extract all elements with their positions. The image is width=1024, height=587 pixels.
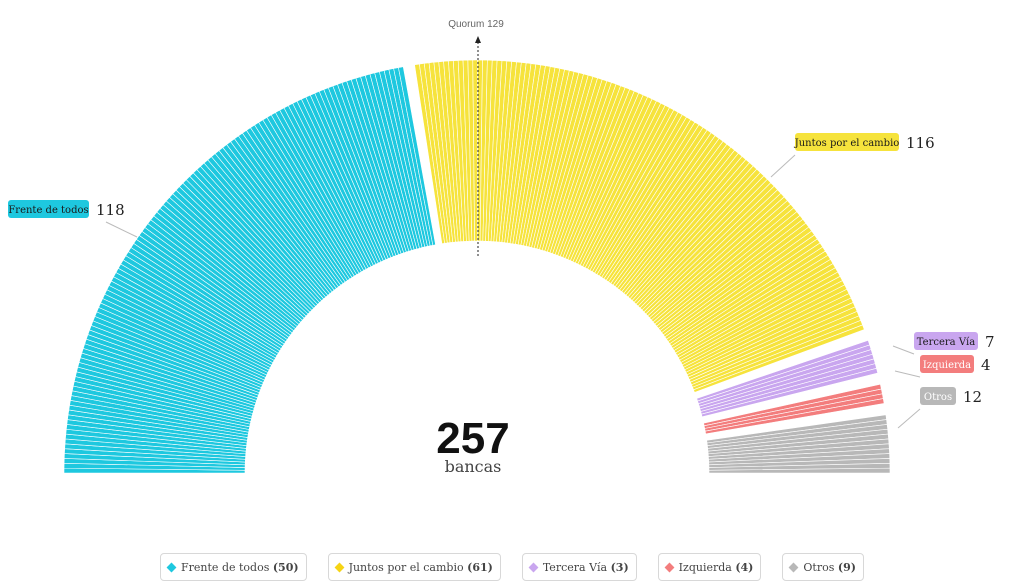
quorum-label: Quorum 129 (448, 19, 504, 30)
seat-frente-de-todos (398, 66, 436, 246)
legend-diamond-icon (334, 562, 345, 572)
legend-count: (3) (610, 560, 629, 574)
label-pill-juntos-por-el-cambio (795, 133, 899, 151)
legend-count: (9) (837, 560, 856, 574)
quorum-marker: Quorum 129 (448, 19, 504, 258)
legend-label: Frente de todos (50) (181, 560, 299, 574)
legend-diamond-icon (166, 562, 177, 572)
label-pill-frente-de-todos (8, 200, 89, 218)
label-pill-tercera-v-a (914, 332, 978, 350)
label-count-otros: 12 (963, 388, 982, 406)
label-name-juntos-por-el-cambio: Juntos por el cambio (794, 138, 900, 149)
label-count-izquierda: 4 (981, 356, 991, 374)
legend-diamond-icon (528, 562, 539, 572)
legend-count: (61) (467, 560, 493, 574)
label-pill-izquierda (920, 355, 974, 373)
legend-item-izquierda[interactable]: Izquierda (4) (657, 553, 762, 581)
label-count-frente-de-todos: 118 (96, 201, 125, 219)
legend-count: (4) (735, 560, 754, 574)
label-name-frente-de-todos: Frente de todos (8, 205, 88, 216)
quorum-arrow-icon (475, 36, 481, 43)
seat-juntos-por-el-cambio (693, 324, 865, 393)
legend-diamond-icon (788, 562, 799, 572)
label-name-otros: Otros (924, 392, 952, 403)
seat-izquierda (704, 398, 885, 435)
total-seats: 257 (436, 414, 509, 463)
seat-tercera-v-a (701, 367, 879, 418)
legend-item-otros[interactable]: Otros (9) (782, 553, 864, 581)
legend-label: Tercera Vía (3) (542, 560, 629, 574)
legend-label: Juntos por el cambio (61) (348, 560, 493, 574)
legend-item-frente-de-todos[interactable]: Frente de todos (50) (160, 553, 307, 581)
legend-item-tercera-v-a[interactable]: Tercera Vía (3) (521, 553, 637, 581)
seat-layer (63, 59, 891, 474)
label-name-izquierda: Izquierda (923, 360, 971, 371)
leader-line-otros (897, 408, 921, 429)
leader-line-tercera-v-a (892, 345, 915, 355)
legend-label: Otros (9) (803, 560, 856, 574)
legend: Frente de todos (50) Juntos por el cambio… (0, 553, 1024, 581)
label-name-tercera-v-a: Tercera Vía (917, 337, 975, 348)
legend-count: (50) (272, 560, 299, 574)
leader-line-juntos-por-el-cambio (770, 154, 796, 178)
legend-item-juntos-por-el-cambio[interactable]: Juntos por el cambio (61) (327, 553, 501, 581)
seat-otros (708, 467, 891, 474)
label-count-juntos-por-el-cambio: 116 (906, 134, 935, 152)
label-count-tercera-v-a: 7 (985, 333, 995, 351)
party-labels: Frente de todos 118 Juntos por el cambio 11… (8, 133, 995, 429)
leader-line-frente-de-todos (105, 221, 138, 238)
leader-line-izquierda (894, 370, 921, 378)
label-pill-otros (920, 387, 956, 405)
legend-label: Izquierda (4) (678, 560, 754, 574)
legend-diamond-icon (664, 562, 675, 572)
total-label: bancas (445, 457, 502, 476)
